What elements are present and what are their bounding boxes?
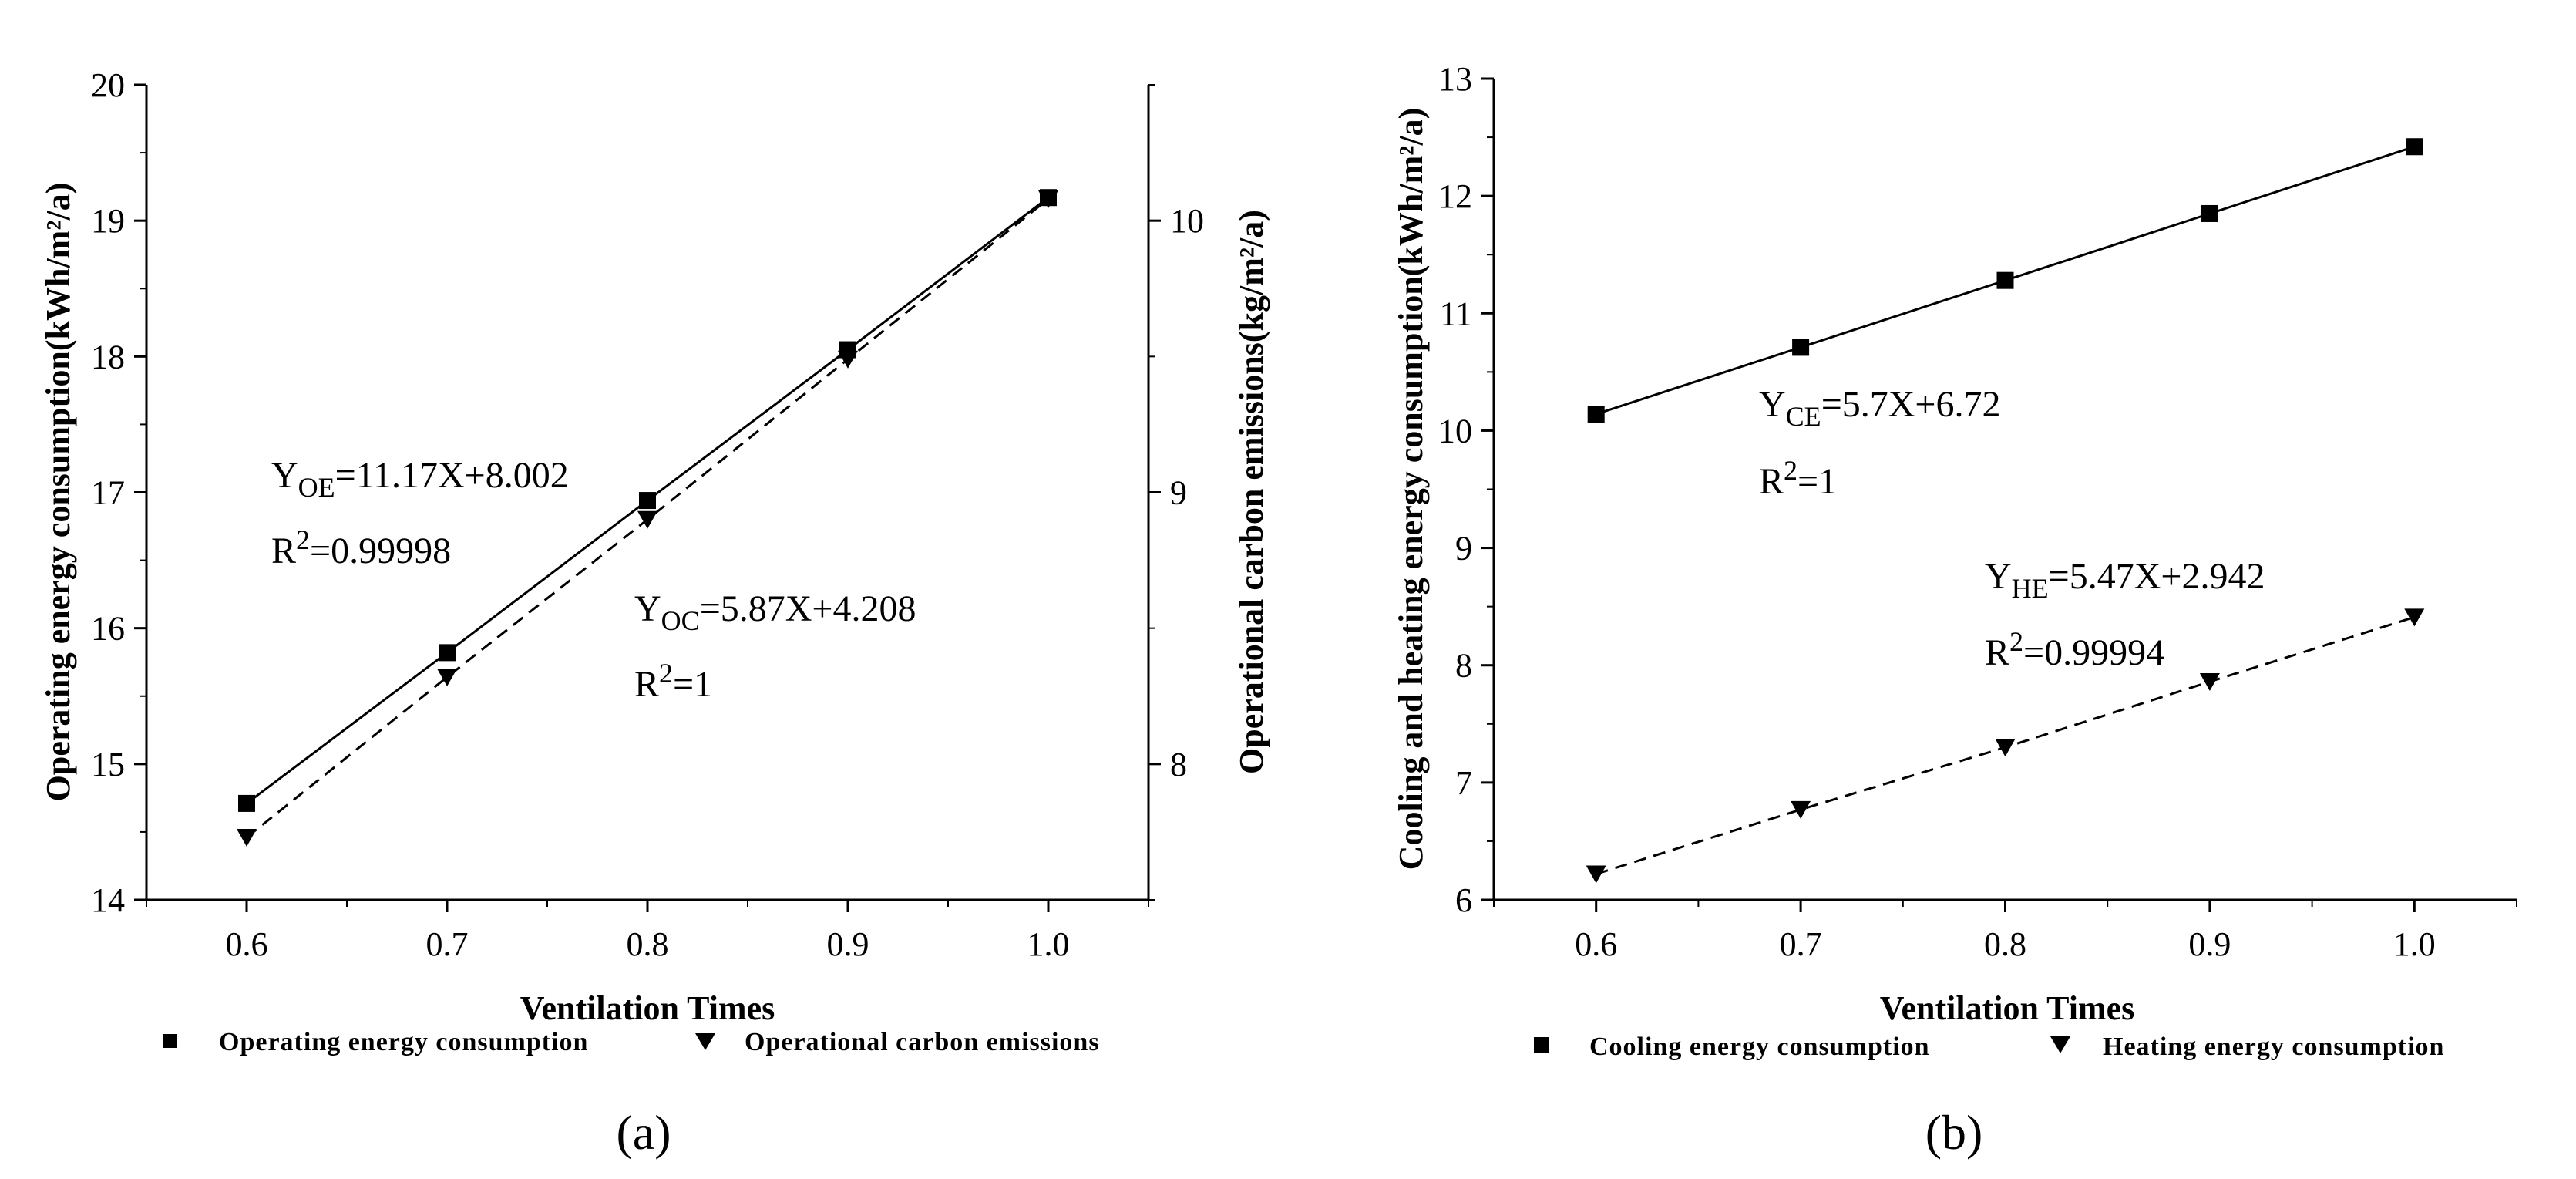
panel-b-legend: Cooling energy consumption Heating energ… (1534, 1032, 2444, 1061)
panel-a-y-ticks: 14 15 16 17 18 19 20 (91, 66, 146, 919)
panel-b-r2-ce: R2=1 (1759, 455, 1837, 502)
y-tick-label: 18 (91, 338, 125, 376)
x-tick-label: 0.7 (1780, 925, 1822, 963)
chart-panel-a: 0.6 0.7 0.8 0.9 1.0 14 15 16 17 18 19 20 8 9 10 Vent… (39, 66, 1270, 1160)
y-tick-label: 12 (1438, 177, 1472, 215)
data-point-triangle (237, 828, 257, 847)
data-point-square (439, 644, 456, 662)
legend-triangle-marker-icon (2050, 1036, 2070, 1053)
panel-a-equation-oc: YOC=5.87X+4.208 (634, 588, 916, 636)
panel-b-x-ticks: 0.6 0.7 0.8 0.9 1.0 (1493, 900, 2517, 963)
data-point-square (1996, 271, 2014, 289)
y-tick-label: 7 (1455, 764, 1472, 802)
panel-b-equation-he: YHE=5.47X+2.942 (1985, 556, 2265, 604)
data-point-triangle (2404, 608, 2425, 627)
panel-b-legend-item-2: Heating energy consumption (2103, 1032, 2444, 1061)
panel-a-y-axis-title: Operating energy consumption(kWh/m²/a) (39, 183, 77, 802)
data-point-square (1792, 339, 1810, 356)
legend-triangle-marker-icon (695, 1033, 715, 1050)
data-point-triangle (437, 669, 457, 687)
panel-a-y-axis-title-right: Operational carbon emissions(kg/m²/a) (1233, 210, 1270, 774)
x-tick-label: 1.0 (2393, 925, 2436, 963)
panel-a-label: (a) (616, 1105, 671, 1160)
data-point-square (1587, 406, 1605, 423)
y-right-tick-label: 8 (1170, 746, 1187, 783)
data-point-square (639, 492, 656, 510)
panel-b-r2-he: R2=0.99994 (1985, 626, 2164, 673)
y-tick-label: 10 (1438, 412, 1472, 450)
data-point-square (2406, 138, 2423, 156)
x-tick-label: 0.8 (1984, 925, 2026, 963)
chart-panel-b: 0.6 0.7 0.8 0.9 1.0 6 7 8 9 10 11 12 13 Ventilation… (1392, 60, 2517, 1160)
x-tick-label: 0.6 (226, 925, 268, 963)
panel-b-x-axis-title: Ventilation Times (1880, 989, 2134, 1027)
x-tick-label: 0.8 (627, 925, 669, 963)
panel-b-series-lines (1596, 145, 2415, 875)
panel-b-equation-ce: YCE=5.7X+6.72 (1759, 384, 2001, 432)
y-tick-label: 15 (91, 746, 125, 783)
data-point-triangle (1995, 739, 2016, 757)
y-tick-label: 17 (91, 474, 125, 512)
panel-a-x-ticks: 0.6 0.7 0.8 0.9 1.0 (146, 900, 1149, 963)
data-point-triangle (637, 510, 657, 529)
legend-square-marker-icon (163, 1034, 177, 1048)
y-tick-label: 20 (91, 66, 125, 104)
y-tick-label: 13 (1438, 60, 1472, 98)
panel-a-equation-oe: YOE=11.17X+8.002 (271, 455, 569, 503)
panel-a-r2-oe: R2=0.99998 (271, 524, 451, 571)
panel-b-y-ticks: 6 7 8 9 10 11 12 13 (1438, 60, 1494, 919)
y-tick-label: 6 (1455, 881, 1472, 919)
data-point-square (2201, 204, 2218, 222)
panel-a-y-ticks-right: 8 9 10 (1148, 84, 1204, 901)
panel-b-series-markers (1586, 138, 2425, 884)
x-tick-label: 0.6 (1575, 925, 1617, 963)
data-point-triangle (1791, 800, 1811, 819)
x-tick-label: 0.9 (827, 925, 869, 963)
panel-a-x-axis-title: Ventilation Times (520, 989, 775, 1027)
y-tick-label: 8 (1455, 647, 1472, 685)
y-tick-label: 9 (1455, 530, 1472, 568)
x-tick-label: 1.0 (1027, 925, 1070, 963)
panel-a-r2-oc: R2=1 (634, 658, 712, 705)
data-point-triangle (1586, 865, 1606, 884)
panel-b-label: (b) (1925, 1105, 1983, 1160)
data-point-square (238, 794, 255, 812)
panel-b-legend-item-1: Cooling energy consumption (1589, 1032, 1930, 1061)
y-right-tick-label: 10 (1170, 202, 1204, 240)
y-right-tick-label: 9 (1170, 474, 1187, 512)
data-point-triangle (838, 350, 858, 369)
y-tick-label: 19 (91, 202, 125, 240)
data-point-triangle (2199, 673, 2220, 692)
y-tick-label: 14 (91, 881, 125, 919)
data-point-triangle (1038, 190, 1058, 208)
x-tick-label: 0.9 (2188, 925, 2231, 963)
panel-a-legend-item-1: Operating energy consumption (219, 1028, 588, 1056)
legend-square-marker-icon (1534, 1037, 1549, 1053)
panel-b-y-axis-title: Cooling and heating energy consumption(k… (1392, 108, 1430, 871)
x-tick-label: 0.7 (426, 925, 469, 963)
y-tick-label: 16 (91, 610, 125, 648)
panel-a-legend-item-2: Operational carbon emissions (745, 1028, 1100, 1056)
panel-a-series-markers (237, 189, 1058, 847)
panel-a-legend: Operating energy consumption Operational… (163, 1028, 1100, 1056)
y-tick-label: 11 (1440, 295, 1472, 332)
